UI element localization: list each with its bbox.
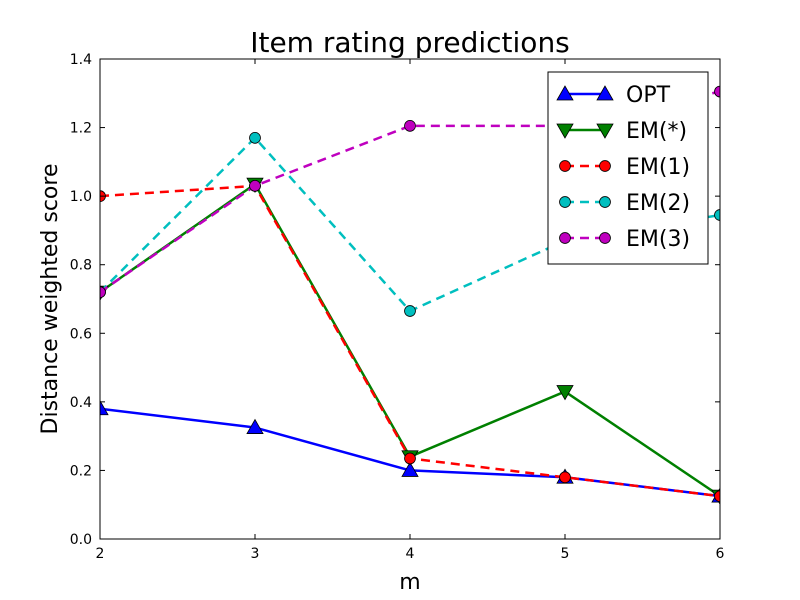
data-point-em-3-3 [249,179,261,192]
legend-marker-em-1 [599,160,611,172]
data-point-em-5 [556,385,574,401]
x-tick-label: 2 [96,546,105,562]
y-tick-label: 1.0 [70,189,92,205]
legend-label-em-3: EM(3) [626,227,690,252]
legend-box [547,71,709,265]
legend-marker-em-3 [559,232,571,244]
legend-marker-em-2 [599,196,611,208]
x-tick-label: 4 [406,546,415,562]
data-point-opt-3 [246,418,264,434]
legend-marker-em-2 [559,196,571,208]
y-tick-label: 0.8 [70,258,92,274]
y-axis-title: Distance weighted score [38,164,63,435]
legend: OPT EM(*) EM(1) EM(2) EM(3) [547,71,709,265]
legend-marker-em [556,123,574,139]
y-tick-label: 0.0 [70,532,92,548]
data-point-em-2-4 [404,305,416,317]
legend-marker-em [596,123,614,139]
legend-label-opt: OPT [626,83,671,108]
data-point-opt-4 [401,461,419,477]
x-tick-label: 3 [251,546,260,562]
y-tick-label: 0.4 [70,395,92,411]
legend-marker-opt [556,85,574,101]
y-tick-label: 1.4 [70,52,92,68]
legend-marker-em-3 [599,232,611,244]
chart-title: Item rating predictions [250,26,570,59]
x-axis-title: m [399,570,420,595]
data-point-opt-2 [100,399,109,416]
data-point-em-3-4 [404,119,416,132]
x-tick-label: 6 [716,546,725,562]
legend-marker-em-1 [559,160,571,172]
legend-label-em: EM(*) [626,119,687,144]
legend-marker-opt [596,85,614,101]
y-tick-label: 0.2 [70,463,92,479]
y-tick-label: 1.2 [70,121,92,137]
x-tick-label: 5 [561,546,570,562]
legend-label-em-1: EM(1) [626,155,690,180]
ticks: 2 3 4 5 6 0.0 0.2 0.4 0.6 0.8 1.0 1.2 1.4 [70,52,725,562]
data-point-em-1-5 [559,471,571,484]
data-point-em-2-3 [249,131,261,144]
y-tick-label: 0.6 [70,326,92,342]
legend-label-em-2: EM(2) [626,191,690,216]
data-point-em-1-4 [404,452,416,465]
